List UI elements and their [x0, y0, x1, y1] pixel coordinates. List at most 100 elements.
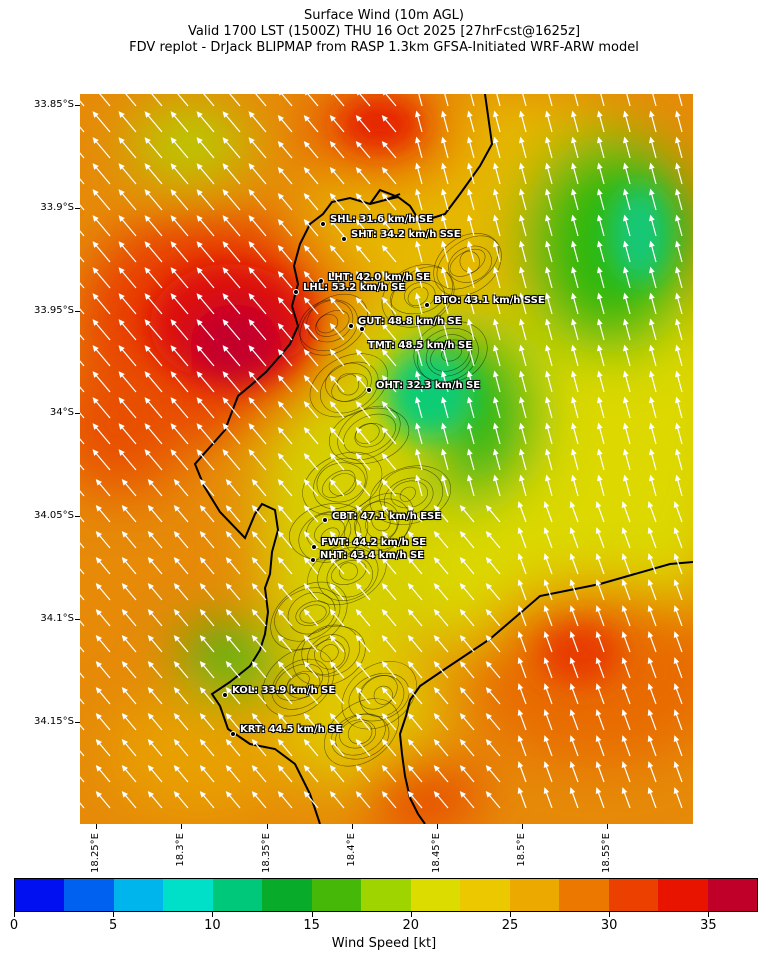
wind-arrow-head: [485, 765, 492, 772]
wind-arrow-head: [329, 479, 336, 486]
lon-label: 18.5°E: [516, 833, 527, 867]
wind-arrow: [80, 672, 85, 679]
wind-arrow-head: [222, 293, 229, 300]
station-marker-shl: [320, 221, 326, 227]
colorbar-segment: [559, 879, 609, 911]
station-marker-krt: [230, 731, 236, 737]
wind-arrow-head: [569, 735, 576, 742]
wind-arrow-head: [95, 687, 102, 694]
wind-arrow-head: [595, 735, 602, 742]
wind-arrow-head: [121, 791, 128, 798]
wind-arrow-head: [674, 214, 681, 222]
wind-arrow-head: [173, 479, 180, 486]
wind-arrow-head: [95, 479, 102, 486]
wind-arrow-head: [222, 319, 229, 326]
wind-arrow-head: [381, 323, 388, 330]
wind-arrow-head: [414, 162, 421, 170]
wind-arrow-head: [492, 448, 499, 456]
wind-arrow-head: [518, 448, 525, 456]
station-label-nht: NHT: 43.4 km/h SE: [320, 550, 425, 561]
wind-arrow-head: [147, 479, 154, 486]
wind-arrow-head: [277, 661, 284, 668]
wind-arrow-head: [673, 761, 680, 768]
wind-arrow-head: [673, 735, 680, 742]
wind-arrow: [203, 94, 215, 107]
wind-arrow-head: [621, 527, 628, 534]
wind-arrow-head: [647, 631, 654, 638]
wind-arrow-head: [570, 266, 577, 274]
wind-arrow-head: [440, 396, 447, 404]
wind-arrow-head: [595, 527, 602, 534]
wind-arrow-head: [459, 557, 466, 564]
wind-arrow-head: [518, 370, 525, 378]
wind-arrow-head: [222, 449, 229, 456]
colorbar-tick: [14, 912, 15, 917]
wind-arrow-head: [329, 765, 336, 772]
wind-arrow-head: [414, 188, 421, 196]
wind-arrow-head: [648, 110, 655, 118]
station-marker-sht: [341, 236, 347, 242]
wind-arrow-head: [355, 505, 362, 512]
wind-arrow-head: [485, 531, 492, 538]
wind-arrow-head: [355, 739, 362, 746]
wind-arrow-head: [196, 293, 203, 300]
wind-arrow-head: [121, 505, 128, 512]
wind-arrow-head: [196, 267, 203, 274]
wind-arrow-head: [544, 448, 551, 456]
wind-arrow-head: [277, 505, 284, 512]
wind-arrow-head: [173, 713, 180, 720]
lon-label: 18.55°E: [601, 833, 612, 873]
wind-arrow-head: [647, 787, 654, 794]
wind-arrow-head: [277, 401, 284, 408]
wind-arrow-head: [570, 474, 577, 482]
wind-arrow-head: [331, 94, 334, 96]
wind-arrow-head: [647, 527, 654, 534]
wind-arrow-head: [414, 448, 421, 456]
wind-arrow: [444, 94, 449, 107]
wind-arrow-head: [329, 401, 336, 408]
wind-arrow-head: [355, 219, 362, 226]
wind-arrow: [80, 438, 85, 445]
colorbar-tick: [609, 912, 611, 917]
wind-arrow-head: [517, 579, 524, 586]
wind-arrow-head: [485, 557, 492, 564]
wind-arrow-head: [303, 271, 310, 278]
wind-arrow-head: [329, 375, 336, 382]
wind-arrow-head: [355, 479, 362, 486]
wind-arrow-head: [196, 189, 203, 196]
wind-arrow: [80, 152, 85, 159]
wind-arrow-head: [433, 557, 440, 564]
wind-arrow-head: [95, 739, 102, 746]
wind-arrow-head: [248, 111, 255, 118]
wind-arrow-head: [621, 709, 628, 716]
wind-arrow-head: [329, 297, 336, 304]
wind-arrow-head: [118, 137, 125, 144]
wind-arrow-head: [518, 188, 525, 196]
wind-arrow-head: [170, 423, 177, 430]
wind-arrow-head: [407, 583, 414, 590]
wind-arrow-head: [144, 449, 151, 456]
wind-map: [80, 94, 693, 824]
colorbar-tick: [708, 912, 710, 917]
wind-arrow-head: [277, 245, 284, 252]
wind-arrow-head: [485, 635, 492, 642]
wind-arrow-head: [121, 739, 128, 746]
wind-arrow-head: [92, 189, 99, 196]
wind-arrow-head: [381, 583, 388, 590]
colorbar-segment: [64, 879, 114, 911]
wind-arrow: [125, 94, 137, 107]
wind-arrow-head: [199, 609, 206, 616]
wind-arrow-head: [570, 370, 577, 378]
wind-arrow-head: [544, 474, 551, 482]
wind-arrow-head: [381, 219, 388, 226]
colorbar-tick-label: 10: [204, 918, 221, 933]
wind-arrow-head: [466, 318, 473, 326]
wind-arrow-head: [673, 657, 680, 664]
wind-arrow-head: [595, 501, 602, 508]
wind-arrow: [80, 542, 85, 549]
wind-arrow-head: [673, 501, 680, 508]
wind-arrow-head: [381, 115, 388, 122]
wind-arrow-head: [621, 553, 628, 560]
wind-arrow-head: [225, 557, 232, 564]
wind-arrow-head: [118, 293, 125, 300]
